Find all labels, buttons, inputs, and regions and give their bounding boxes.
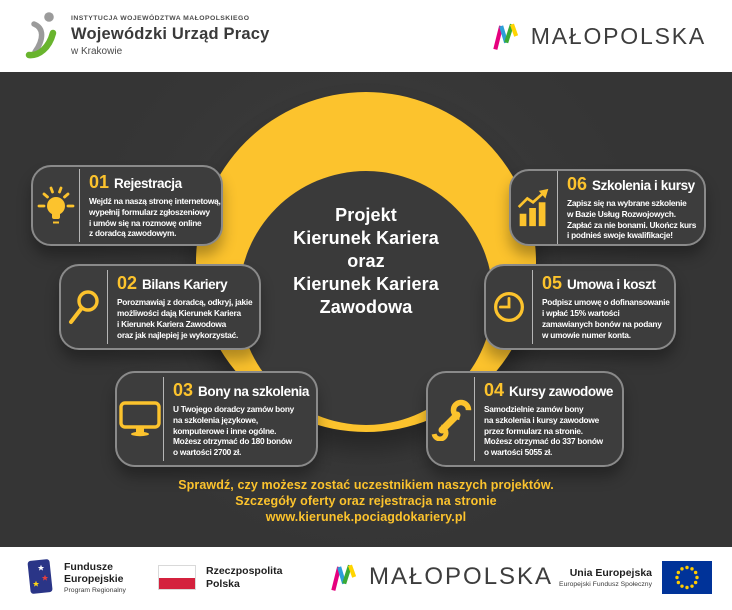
step-card-06: 06 Szkolenia i kursy Zapisz się na wybra…: [509, 169, 706, 246]
step-number: 02: [117, 273, 138, 294]
footer-bar: Fundusze Europejskie Program Regionalny …: [0, 547, 732, 610]
cta-block: Sprawdź, czy możesz zostać uczestnikiem …: [0, 477, 732, 525]
fundusze-flag-icon: [27, 559, 53, 594]
yellow-ring: Projekt Kierunek Kariera oraz Kierunek K…: [196, 92, 536, 432]
malopolska-wordmark: MAŁOPOLSKA: [369, 563, 554, 590]
eu-logo: Unia Europejska Europejski Fundusz Społe…: [559, 561, 712, 594]
step-card-05: 05 Umowa i koszt Podpisz umowę o dofinan…: [484, 264, 676, 350]
project-title: Projekt Kierunek Kariera oraz Kierunek K…: [293, 205, 439, 318]
wup-logo: INSTYTUCJA WOJEWÓDZTWA MAŁOPOLSKIEGO Woj…: [24, 10, 270, 60]
step-card-02: 02 Bilans Kariery Porozmawiaj z doradcą,…: [59, 264, 261, 350]
step-card-01: 01 Rejestracja Wejdź na naszą stronę int…: [31, 165, 223, 246]
step-number: 04: [484, 380, 505, 401]
malopolska-logo-bottom: MAŁOPOLSKA: [330, 560, 553, 594]
step-description: Porozmawiaj z doradcą, odkryj, jakie moż…: [117, 297, 253, 340]
poland-logo: Rzeczpospolita Polska: [158, 565, 282, 590]
step-description: Podpisz umowę o dofinansowanie i wpłać 1…: [542, 297, 670, 340]
step-title: Szkolenia i kursy: [592, 177, 695, 193]
chart-icon: [511, 186, 557, 230]
step-description: Wejdź na naszą stronę internetową, wypeł…: [89, 195, 221, 239]
step-title: Kursy zawodowe: [509, 384, 613, 400]
step-number: 03: [173, 380, 194, 401]
step-description: U Twojego doradcy zamów bony na szkoleni…: [173, 404, 294, 458]
malopolska-m-icon: [331, 564, 357, 591]
malopolska-m-icon: [493, 23, 518, 50]
wrench-icon: [428, 397, 474, 441]
fundusze-europejskie-logo: Fundusze Europejskie Program Regionalny: [24, 556, 126, 600]
fundusze-europejskie-label: Fundusze Europejskie: [64, 561, 124, 586]
malopolska-logo-top: MAŁOPOLSKA: [492, 20, 706, 52]
header-bar: INSTYTUCJA WOJEWÓDZTWA MAŁOPOLSKIEGO Woj…: [0, 0, 732, 72]
eu-label: Unia Europejska: [569, 567, 652, 579]
clock-icon: [486, 286, 532, 328]
step-card-04: 04 Kursy zawodowe Samodzielnie zamów bon…: [426, 371, 624, 467]
step-title: Bilans Kariery: [142, 277, 228, 293]
institution-city: w Krakowie: [71, 46, 123, 57]
institution-name: Wojewódzki Urząd Pracy: [71, 25, 270, 43]
cta-line-1: Sprawdź, czy możesz zostać uczestnikiem …: [178, 478, 554, 492]
step-card-03: 03 Bony na szkolenia U Twojego doradcy z…: [115, 371, 318, 467]
step-number: 06: [567, 173, 588, 194]
step-number: 05: [542, 273, 563, 294]
poland-label: Rzeczpospolita Polska: [206, 565, 283, 590]
step-description: Samodzielnie zamów bony na szkolenia i k…: [484, 404, 603, 458]
lightbulb-icon: [33, 184, 79, 228]
step-title: Bony na szkolenia: [198, 384, 310, 400]
cta-line-2: Szczegóły oferty oraz rejestracja na str…: [235, 494, 497, 508]
step-title: Umowa i koszt: [567, 277, 656, 293]
eu-fund-label: Europejski Fundusz Społeczny: [559, 581, 652, 588]
main-panel: Projekt Kierunek Kariera oraz Kierunek K…: [0, 72, 732, 547]
person-icon: [25, 12, 57, 59]
malopolska-wordmark: MAŁOPOLSKA: [530, 22, 706, 49]
step-description: Zapisz się na wybrane szkolenie w Bazie …: [567, 197, 697, 241]
institution-small-label: INSTYTUCJA WOJEWÓDZTWA MAŁOPOLSKIEGO: [71, 15, 250, 22]
cta-url: www.kierunek.pociagdokariery.pl: [265, 510, 467, 524]
step-title: Rejestracja: [114, 175, 182, 191]
magnifier-icon: [61, 285, 107, 329]
program-regionalny-label: Program Regionalny: [64, 587, 126, 595]
monitor-icon: [117, 399, 163, 439]
poland-flag-icon: [158, 565, 196, 590]
step-number: 01: [89, 171, 110, 192]
eu-flag-icon: [662, 561, 712, 594]
